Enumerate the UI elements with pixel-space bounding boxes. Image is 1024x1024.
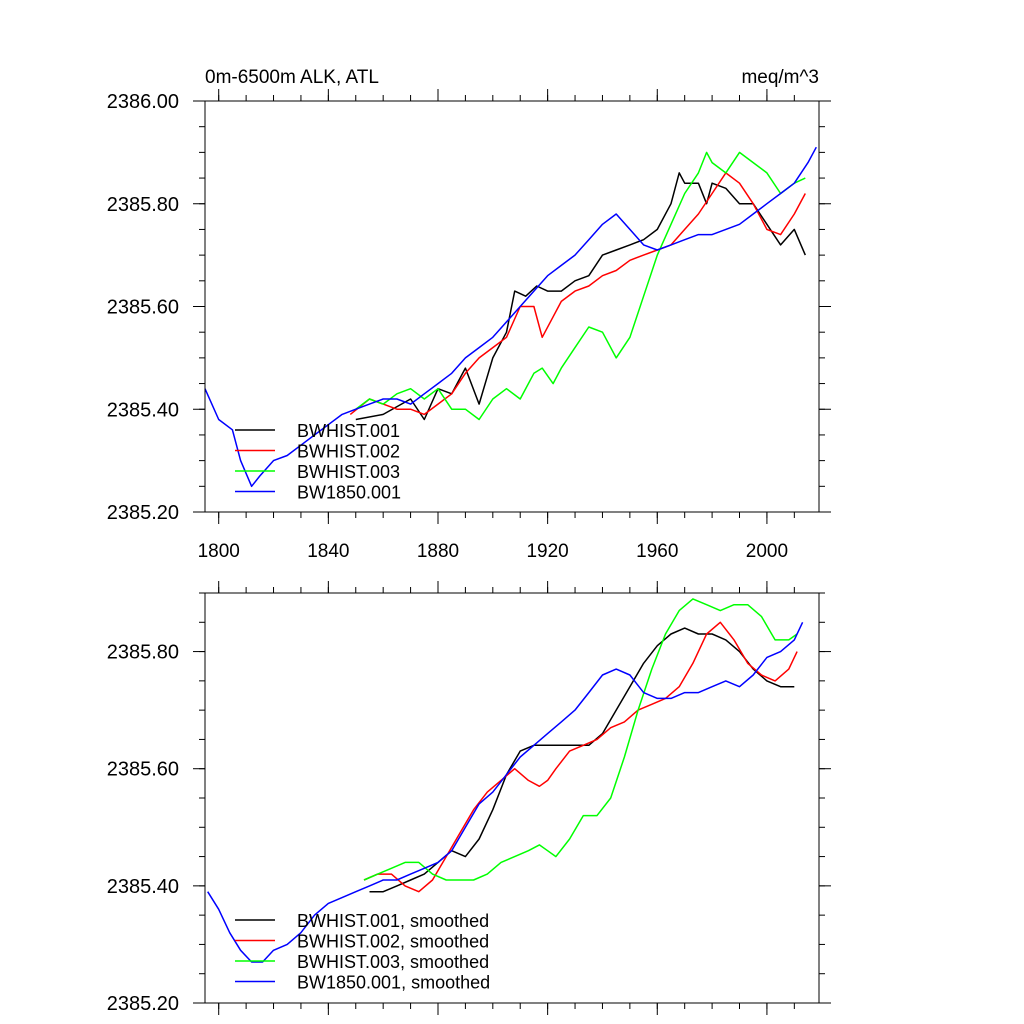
xtick-label: 1840 (307, 541, 349, 562)
ytick-label: 2385.40 (107, 399, 179, 421)
ytick-label: 2385.60 (107, 297, 179, 319)
top-ticks (193, 89, 831, 524)
top-ytick-labels: 2385.20 2385.40 2385.60 2385.80 2386.00 (107, 91, 179, 524)
bottom-plot-frame (204, 592, 820, 1004)
top-xtick-labels: 1800 1840 1880 1920 1960 2000 (198, 541, 788, 562)
series-line (369, 627, 795, 893)
top-plot-frame (204, 100, 820, 513)
series-line (355, 172, 806, 421)
legend-label: BWHIST.002 (297, 442, 400, 462)
top-title-right: meq/m^3 (741, 67, 819, 88)
legend-label: BWHIST.001, smoothed (297, 911, 489, 931)
ytick-label: 2385.40 (107, 876, 179, 898)
ytick-label: 2385.60 (107, 759, 179, 781)
bottom-ticks (193, 581, 831, 1015)
xtick-label: 2000 (746, 541, 788, 562)
ytick-label: 2385.80 (107, 194, 179, 216)
legend-label: BW1850.001, smoothed (297, 973, 490, 993)
series-line (363, 621, 798, 893)
ytick-label: 2385.20 (107, 993, 179, 1015)
bottom-series-lines (207, 598, 804, 963)
ytick-label: 2386.00 (107, 91, 179, 113)
xtick-label: 1800 (198, 541, 240, 562)
legend-label: BWHIST.003 (297, 462, 400, 482)
legend-label: BWHIST.001 (297, 421, 400, 441)
top-series-lines (204, 146, 817, 488)
legend-label: BW1850.001 (297, 483, 401, 503)
bottom-panel: 2385.20 2385.40 2385.60 2385.80 BWHIST.001,… (107, 581, 831, 1015)
ytick-label: 2385.80 (107, 642, 179, 664)
legend-label: BWHIST.002, smoothed (297, 932, 489, 952)
xtick-label: 1920 (526, 541, 568, 562)
series-line (349, 172, 806, 416)
series-line (204, 146, 817, 488)
series-line (363, 598, 798, 881)
ytick-label: 2385.20 (107, 502, 179, 524)
series-line (355, 151, 806, 421)
xtick-label: 1960 (636, 541, 678, 562)
bottom-ytick-labels: 2385.20 2385.40 2385.60 2385.80 (107, 642, 179, 1015)
top-title-left: 0m-6500m ALK, ATL (205, 67, 379, 88)
top-panel: 0m-6500m ALK, ATL meq/m^3 2385.20 2385.40… (107, 67, 831, 562)
legend-label: BWHIST.003, smoothed (297, 952, 489, 972)
series-line (207, 621, 804, 963)
xtick-label: 1880 (417, 541, 459, 562)
